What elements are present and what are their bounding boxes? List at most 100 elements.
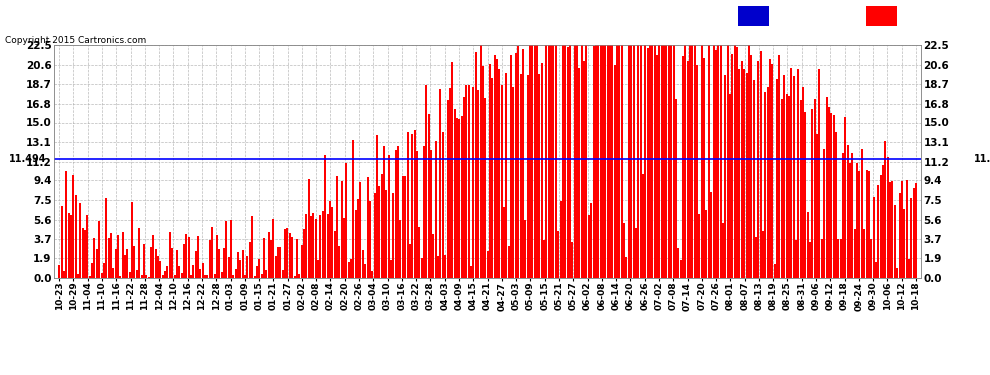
Bar <box>117 236 119 278</box>
Bar <box>74 195 76 278</box>
Bar <box>289 233 291 278</box>
Bar <box>166 266 168 278</box>
Bar <box>303 228 305 278</box>
Bar <box>359 182 361 278</box>
Bar <box>237 252 239 278</box>
Bar <box>101 273 103 278</box>
Bar <box>402 176 404 278</box>
Bar <box>451 62 453 278</box>
Bar <box>755 237 757 278</box>
Bar <box>844 117 846 278</box>
Bar <box>520 74 522 278</box>
Bar <box>247 256 248 278</box>
Bar <box>877 185 879 278</box>
Bar <box>866 6 897 26</box>
Bar <box>597 45 599 278</box>
Bar <box>233 275 235 278</box>
Bar <box>218 249 220 278</box>
Bar <box>284 229 286 278</box>
Bar <box>689 45 691 278</box>
Bar <box>310 216 312 278</box>
Bar <box>638 45 640 278</box>
Bar <box>840 239 842 278</box>
Bar <box>644 45 646 278</box>
Bar <box>616 45 618 278</box>
Bar <box>110 233 112 278</box>
Bar <box>835 132 837 278</box>
Bar <box>795 240 797 278</box>
Bar <box>392 193 394 278</box>
Bar <box>339 246 341 278</box>
Bar <box>915 183 917 278</box>
Bar <box>438 256 440 278</box>
Bar <box>86 215 88 278</box>
Bar <box>185 234 187 278</box>
Bar <box>472 87 474 278</box>
Bar <box>910 198 912 278</box>
Bar <box>872 197 874 278</box>
Bar <box>868 171 870 278</box>
Bar <box>578 68 580 278</box>
Bar <box>60 206 62 278</box>
Bar <box>96 249 98 278</box>
Bar <box>849 163 851 278</box>
Bar <box>192 266 194 278</box>
Bar <box>739 69 741 278</box>
Bar <box>592 46 595 278</box>
Bar <box>336 176 338 278</box>
Bar <box>870 239 872 278</box>
Bar <box>653 45 655 278</box>
Bar <box>677 248 679 278</box>
Bar <box>409 244 411 278</box>
Bar <box>108 238 110 278</box>
Bar <box>590 203 592 278</box>
Bar <box>435 141 437 278</box>
Bar <box>776 79 778 278</box>
Bar <box>446 99 448 278</box>
Bar <box>173 275 175 278</box>
Bar <box>908 259 910 278</box>
Bar <box>725 75 727 278</box>
Bar <box>819 69 821 278</box>
Bar <box>573 45 575 278</box>
Bar <box>651 45 653 278</box>
Bar <box>419 227 421 278</box>
Bar <box>764 92 766 278</box>
Bar <box>226 221 228 278</box>
Bar <box>146 275 148 278</box>
Bar <box>547 45 549 278</box>
Bar <box>863 229 865 278</box>
Bar <box>154 249 156 278</box>
Bar <box>453 108 455 278</box>
Bar <box>646 48 648 278</box>
Bar <box>332 207 334 278</box>
Bar <box>364 264 366 278</box>
Bar <box>315 219 317 278</box>
Bar <box>352 140 354 278</box>
Bar <box>738 6 768 26</box>
Bar <box>571 243 573 278</box>
Bar <box>103 262 105 278</box>
Bar <box>176 249 178 278</box>
Bar <box>785 94 787 278</box>
Bar <box>267 232 269 278</box>
Bar <box>750 55 752 278</box>
Bar <box>385 190 387 278</box>
Bar <box>679 260 681 278</box>
Bar <box>853 229 855 278</box>
Bar <box>800 100 802 278</box>
Bar <box>658 45 660 278</box>
Bar <box>675 99 677 278</box>
Bar <box>445 255 446 278</box>
Bar <box>539 74 541 278</box>
Bar <box>718 45 720 278</box>
Bar <box>682 56 684 278</box>
Bar <box>139 228 141 278</box>
Bar <box>223 248 225 278</box>
Bar <box>343 218 345 278</box>
Bar <box>734 45 736 278</box>
Bar <box>430 150 432 278</box>
Bar <box>282 270 284 278</box>
Bar <box>771 64 773 278</box>
Bar <box>552 45 554 278</box>
